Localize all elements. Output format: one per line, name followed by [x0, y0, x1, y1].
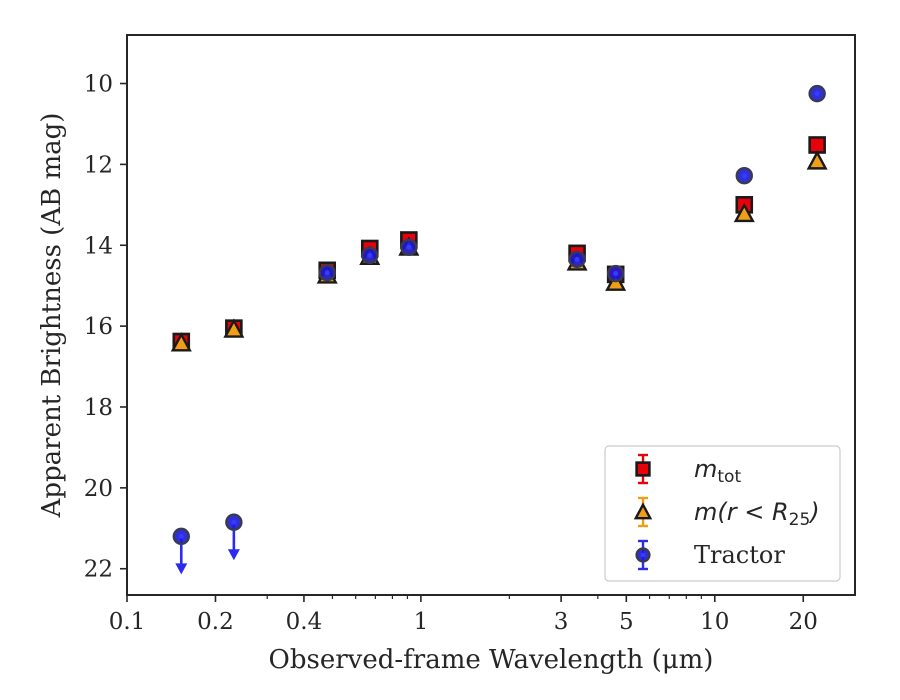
circle-point: [606, 264, 625, 283]
upper-limit-arrow-head: [227, 549, 240, 561]
legend-marker-circle-core: [640, 552, 646, 558]
x-tick-label: 0.1: [109, 609, 146, 635]
y-tick-label: 22: [84, 557, 113, 583]
legend-marker-triangle: [633, 502, 653, 520]
y-tick-label: 18: [84, 395, 113, 421]
y-tick-label: 20: [84, 476, 113, 502]
legend-marker-circle: [635, 547, 651, 563]
series-triangle: [170, 150, 828, 352]
circle-point: [361, 246, 379, 265]
x-tick-label: 20: [789, 609, 818, 635]
legend-label: mtot: [694, 455, 741, 487]
circle-point-core: [406, 244, 412, 250]
legend-items: mtot m(r < R25) Tractor: [633, 453, 820, 571]
circle-point: [225, 513, 243, 531]
circle-point-core: [178, 533, 184, 539]
legend-marker-square: [635, 461, 651, 477]
y-axis-title: Apparent Brightness (AB mag): [37, 113, 67, 519]
y-tick-label: 16: [84, 314, 113, 340]
x-axis-title: Observed-frame Wavelength (μm): [269, 645, 714, 675]
triangle-point: [170, 332, 192, 352]
triangle-point: [733, 202, 755, 223]
circle-point: [568, 250, 586, 269]
axis-ticks: 0.1 0.2 0.4 1 3 5 10 20 10 12 14 16 18 20 22: [84, 72, 818, 635]
circle-point: [318, 264, 336, 282]
y-tick-label: 14: [84, 233, 113, 259]
series-circle: [172, 84, 826, 575]
legend-box: [604, 445, 841, 582]
circle-point-core: [367, 252, 373, 258]
circle-point-core: [231, 519, 237, 525]
legend-label: Tractor: [694, 541, 785, 569]
circle-point: [735, 167, 753, 185]
circle-point: [400, 238, 418, 256]
circle-point-core: [574, 256, 580, 262]
x-tick-label: 3: [554, 609, 569, 635]
y-tick-label: 10: [84, 72, 113, 98]
x-tick-label: 0.4: [286, 609, 323, 635]
circle-point: [808, 84, 826, 103]
circle-point-core: [741, 173, 747, 179]
circle-point: [172, 527, 190, 546]
circle-point-core: [814, 91, 820, 97]
triangle-point: [223, 318, 245, 338]
circle-point-core: [324, 270, 330, 276]
legend-label: m(r < R25): [694, 498, 820, 530]
plot-frame: [126, 34, 856, 596]
triangle-point: [806, 150, 828, 170]
y-tick-label: 12: [84, 152, 113, 178]
x-tick-label: 1: [414, 609, 429, 635]
circle-point-core: [613, 271, 619, 277]
x-tick-label: 10: [700, 609, 729, 635]
data-marks: [170, 84, 828, 575]
plot-area: [126, 34, 856, 596]
upper-limit-arrow-head: [175, 563, 188, 575]
series-square: [172, 136, 826, 351]
x-tick-label: 5: [619, 609, 634, 635]
x-tick-label: 0.2: [197, 609, 234, 635]
legend: mtot m(r < R25) Tractor: [604, 445, 841, 582]
